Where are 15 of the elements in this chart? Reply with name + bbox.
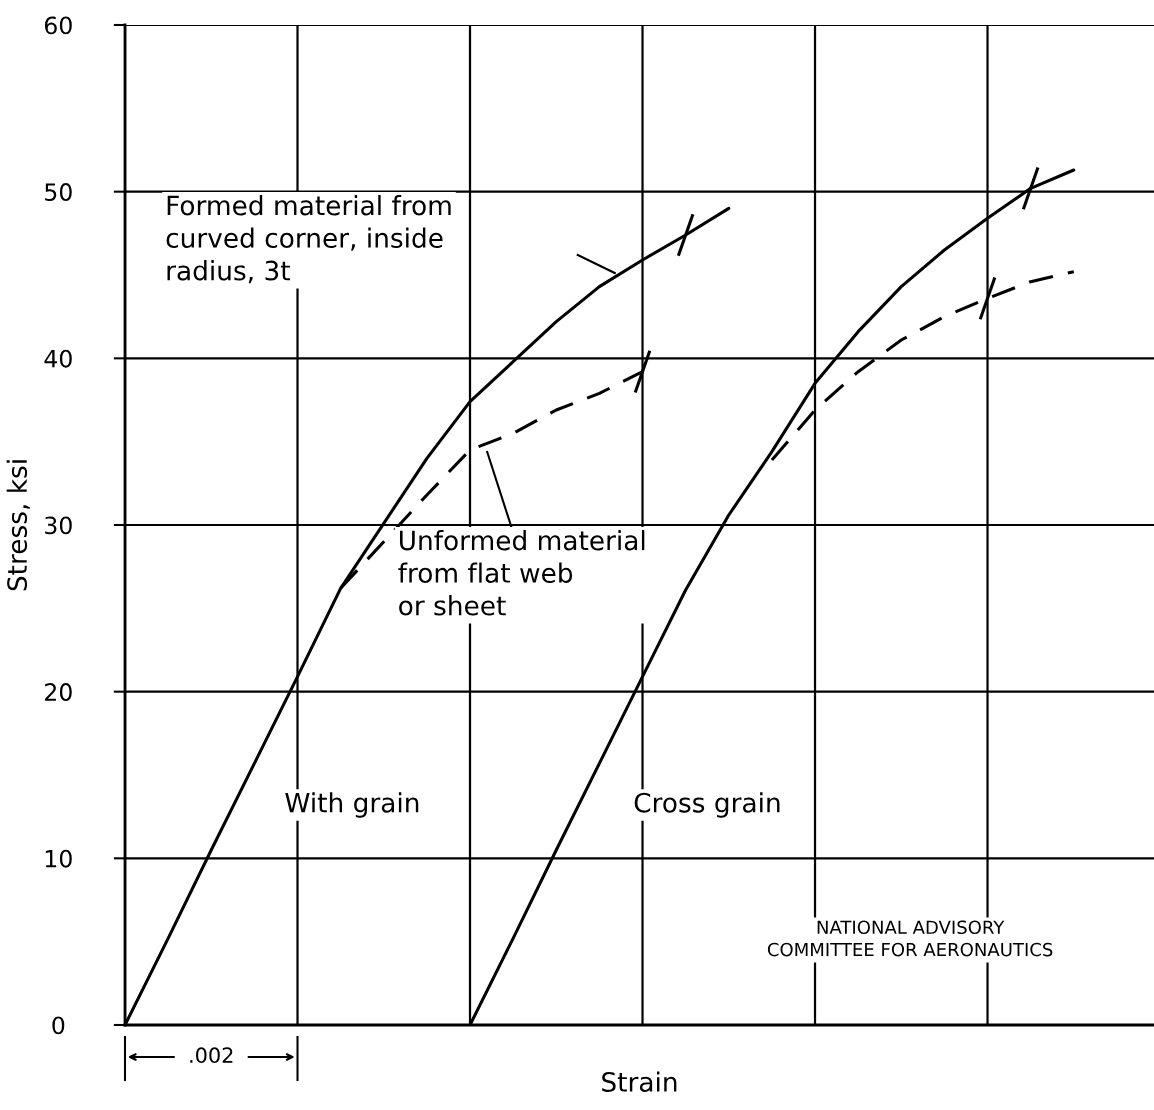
y-tick-label: 30 (45, 516, 72, 535)
y-tick-label: 40 (44, 349, 72, 368)
x-axis-title: Strain (602, 1071, 677, 1092)
y-tick-label: 50 (45, 183, 72, 201)
annotation: Unformed material from flat web or sheet (398, 530, 645, 616)
text: .002 (190, 1047, 233, 1064)
annotation: Formed material from curved corner, inside radius, 3t (166, 195, 451, 284)
y-tick-label: 10 (45, 849, 72, 868)
y-tick-label: 20 (45, 683, 72, 701)
annotation: Cross grain (634, 792, 780, 818)
annotation: With grain (285, 792, 419, 818)
annotation: NATIONAL ADVISORY COMMITTEE FOR AERONAUTICS (767, 920, 1053, 957)
y-tick-label: 60 (44, 16, 72, 35)
y-tick-label: 0 (52, 1016, 65, 1035)
y-axis-title: Stress, ksi (6, 460, 30, 591)
